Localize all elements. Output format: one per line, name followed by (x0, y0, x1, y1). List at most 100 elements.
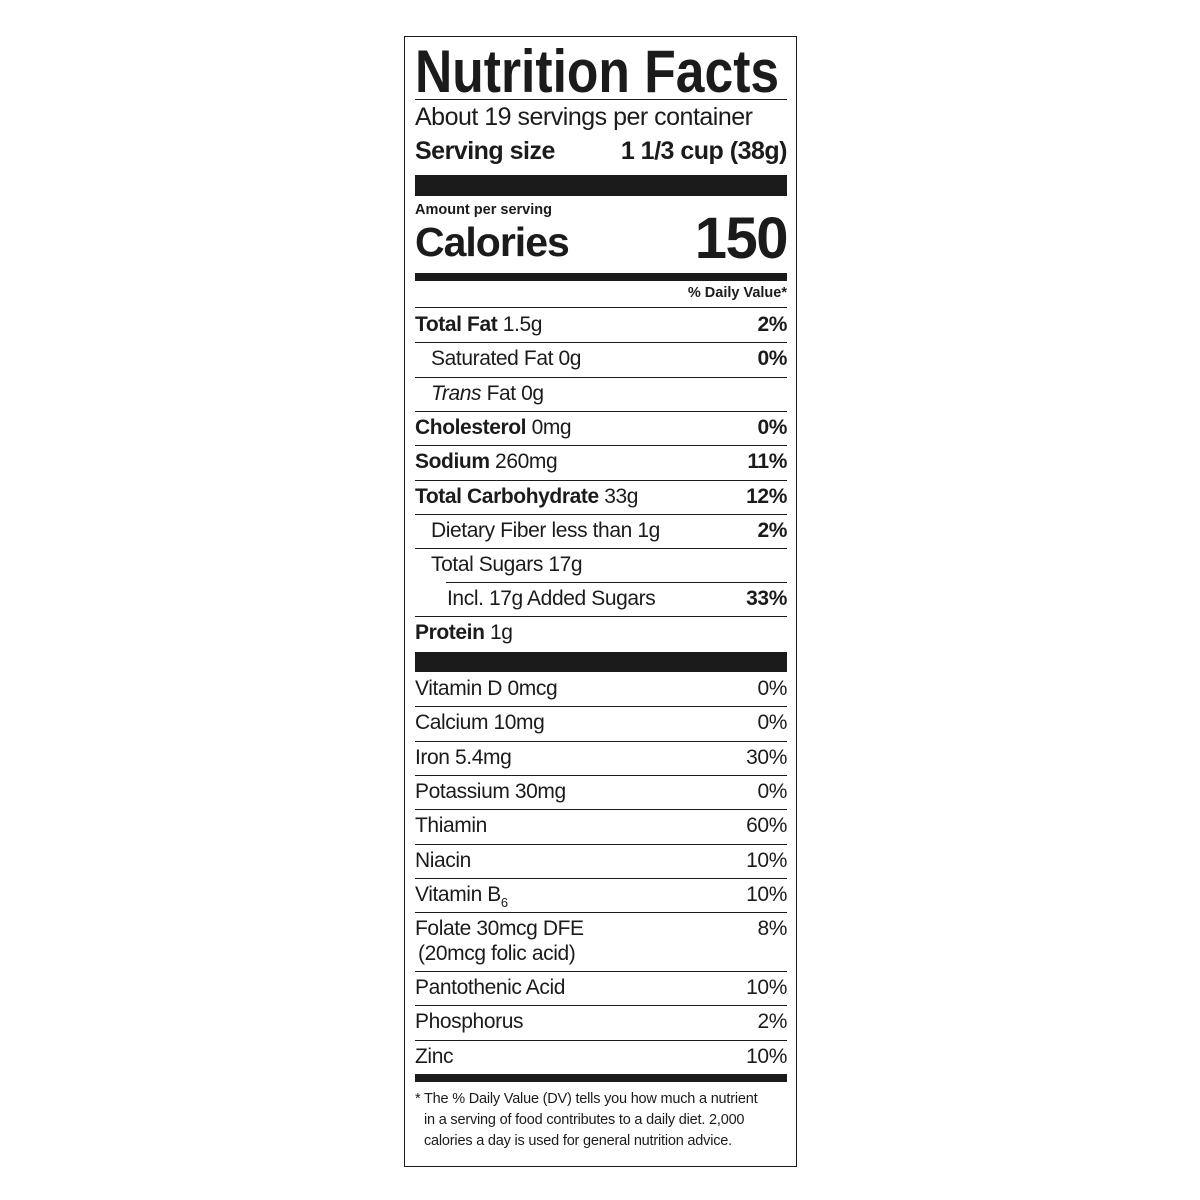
vitamin-row: Niacin 10% (415, 844, 787, 878)
vitamin-daily-value: 2% (757, 1010, 787, 1034)
nutrient-amount: 1.5g (502, 313, 543, 336)
vitamin-row: Pantothenic Acid 10% (415, 971, 787, 1005)
vitamin-daily-value: 10% (746, 882, 787, 906)
vitamin-name: Vitamin D 0mcg (415, 677, 558, 700)
servings-per-container: About 19 servings per container (415, 103, 753, 131)
vitamin-name: Phosphorus (415, 1010, 524, 1034)
vitamin-daily-value: 8% (757, 917, 787, 941)
vitamin-row: Zinc 10% (415, 1040, 787, 1074)
nutrient-amount: 0mg (531, 416, 572, 439)
vitamin-label: Phosphorus (415, 1005, 523, 1039)
calories-label: Calories (415, 219, 570, 265)
divider (415, 377, 787, 378)
nutrient-row: Protein 1g (415, 616, 787, 650)
vitamin-row: Thiamin 60% (415, 809, 787, 843)
vitamin-daily-value: 0% (757, 677, 787, 700)
vitamin-row: Folate 30mcg DFE (20mcg folic acid) 8% (415, 912, 787, 965)
nutrient-amount: less than 1g (551, 519, 660, 542)
nutrient-row: Dietary Fiber less than 1g 2% (415, 514, 787, 548)
nutrient-name: Total Fat (415, 313, 498, 336)
medium-divider (415, 273, 787, 281)
nutrient-amount: 0g (521, 382, 544, 405)
nutrient-amount: 17g (548, 553, 583, 576)
nutrient-name: Cholesterol (415, 416, 527, 439)
nutrient-row: Incl. 17g Added Sugars 33% (415, 582, 787, 616)
divider (415, 445, 787, 446)
divider (446, 582, 787, 583)
serving-size-label: Serving size (415, 137, 555, 165)
nutrient-amount: 260mg (495, 450, 558, 473)
divider (415, 342, 787, 343)
divider (415, 514, 787, 515)
nutrient-label: Trans Fat 0g (431, 377, 544, 411)
vitamin-daily-value: 10% (746, 848, 787, 872)
vitamin-subscript: 6 (500, 894, 508, 910)
nutrient-amount: 33g (604, 485, 639, 508)
nutrient-row: Total Sugars 17g (415, 548, 787, 582)
divider (415, 616, 787, 617)
nutrient-amount: 0g (558, 347, 582, 370)
vitamin-row: Vitamin B6 10% (415, 878, 787, 912)
divider (415, 1005, 787, 1007)
vitamin-label: Pantothenic Acid (415, 971, 565, 1005)
nutrient-label: Cholesterol 0mg (415, 411, 572, 445)
nutrient-amount: 1g (489, 621, 513, 644)
vitamin-name: Zinc (415, 1044, 454, 1068)
nutrient-label: Protein 1g (415, 616, 513, 650)
nutrient-label: Incl. 17g Added Sugars (447, 582, 656, 616)
nutrient-row: Trans Fat 0g (415, 377, 787, 411)
vitamin-daily-value: 30% (746, 745, 787, 769)
divider (415, 307, 787, 308)
nutrient-daily-value: 33% (746, 587, 787, 610)
serving-size-value: 1 1/3 cup (38g) (620, 137, 788, 165)
amount-per-serving: Amount per serving (415, 202, 552, 218)
vitamin-name: Niacin (415, 848, 471, 872)
divider (415, 740, 787, 742)
thick-divider (415, 652, 787, 672)
vitamin-row: Vitamin D 0mcg 0% (415, 672, 787, 706)
vitamin-row: Potassium 30mg 0% (415, 775, 787, 809)
nutrient-daily-value: 2% (757, 313, 787, 336)
vitamin-daily-value: 60% (746, 814, 787, 838)
thick-divider (415, 175, 787, 196)
nutrient-label: Total Carbohydrate 33g (415, 480, 638, 514)
nutrient-daily-value: 12% (746, 485, 787, 508)
nutrient-name: Total Carbohydrate (415, 485, 599, 508)
nutrient-row: Total Fat 1.5g 2% (415, 308, 787, 342)
vitamin-daily-value: 10% (746, 976, 787, 1000)
vitamin-daily-value: 10% (746, 1044, 787, 1068)
vitamin-label: Thiamin (415, 809, 487, 843)
nutrient-row: Cholesterol 0mg 0% (415, 411, 787, 445)
nutrient-name: Incl. 17g Added Sugars (447, 587, 656, 610)
vitamin-daily-value: 0% (757, 711, 787, 735)
nutrient-name: Protein (415, 621, 485, 644)
nutrient-name: Saturated Fat (431, 347, 554, 370)
footnote-line: * The % Daily Value (DV) tells you how m… (415, 1091, 758, 1107)
divider (415, 548, 787, 549)
divider (415, 971, 787, 973)
nutrient-daily-value: 0% (757, 416, 787, 439)
divider (415, 843, 787, 845)
divider (415, 877, 787, 879)
footnote: * The % Daily Value (DV) tells you how m… (415, 1089, 758, 1152)
nutrient-name: Sodium (415, 450, 490, 473)
nutrient-label: Total Sugars 17g (431, 548, 583, 582)
vitamin-label: Potassium 30mg (415, 775, 566, 809)
nutrient-daily-value: 2% (757, 519, 787, 542)
vitamin-name: Calcium 10mg (415, 711, 545, 735)
nutrient-label: Dietary Fiber less than 1g (431, 514, 660, 548)
nutrient-name: Fat (486, 382, 517, 405)
vitamin-label: Calcium 10mg (415, 706, 545, 740)
vitamin-row: Calcium 10mg 0% (415, 706, 787, 740)
vitamin-name: Thiamin (415, 814, 487, 838)
divider (415, 706, 787, 708)
vitamin-name: Vitamin B (415, 882, 501, 906)
divider (415, 1039, 787, 1041)
nutrient-daily-value: 11% (747, 450, 787, 473)
calories-value: 150 (694, 206, 789, 271)
nutrient-daily-value: 0% (757, 347, 787, 370)
label-title: Nutrition Facts (415, 39, 838, 105)
nutrient-name: Total Sugars (431, 553, 543, 576)
vitamin-row: Iron 5.4mg 30% (415, 741, 787, 775)
vitamin-name-second-line: (20mcg folic acid) (418, 942, 576, 966)
